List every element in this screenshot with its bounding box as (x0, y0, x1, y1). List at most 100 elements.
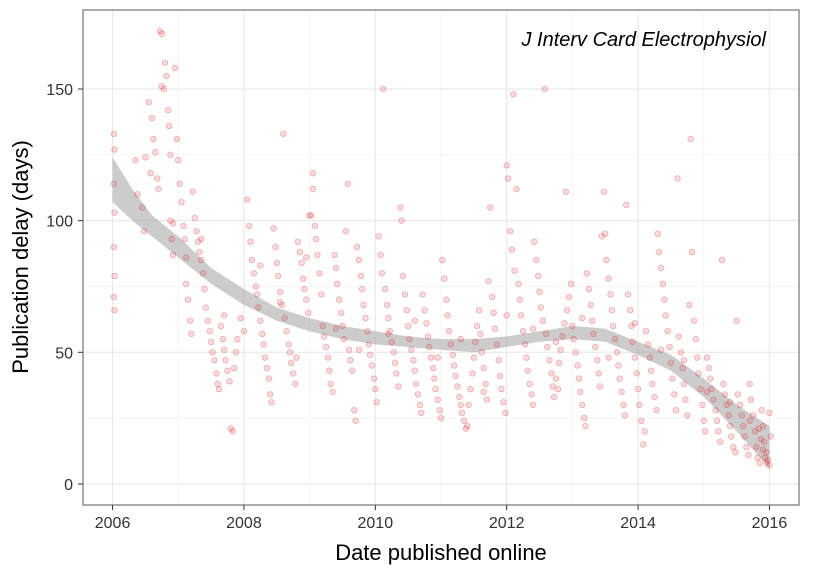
data-point (740, 423, 746, 429)
data-point (183, 255, 189, 261)
data-point (564, 307, 570, 313)
data-point (389, 339, 395, 345)
data-point (367, 352, 373, 358)
data-point (338, 310, 344, 316)
data-point (333, 326, 339, 332)
data-point (275, 273, 281, 279)
data-point (111, 294, 117, 300)
data-point (365, 328, 371, 334)
data-point (660, 281, 666, 287)
data-point (412, 318, 418, 324)
data-point (133, 157, 139, 163)
data-point (334, 281, 340, 287)
data-point (246, 223, 252, 229)
data-point (273, 244, 279, 250)
data-point (609, 307, 615, 313)
data-point (448, 342, 454, 348)
data-point (767, 410, 773, 416)
data-point (610, 323, 616, 329)
data-point (399, 218, 405, 224)
data-point (704, 389, 710, 395)
data-point (400, 273, 406, 279)
data-point (489, 294, 495, 300)
data-point (258, 318, 264, 324)
data-point (476, 307, 482, 313)
data-point (139, 205, 145, 211)
data-point (260, 331, 266, 337)
data-point (588, 302, 594, 308)
y-tick-label: 100 (46, 214, 73, 231)
data-point (111, 181, 117, 187)
data-point (714, 418, 720, 424)
data-point (522, 342, 528, 348)
data-point (162, 60, 168, 66)
data-point (354, 244, 360, 250)
data-point (321, 334, 327, 340)
data-point (518, 313, 524, 319)
data-point (632, 355, 638, 361)
data-point (547, 357, 553, 363)
data-point (509, 247, 515, 253)
data-point (392, 360, 398, 366)
data-point (413, 381, 419, 387)
data-point (478, 331, 484, 337)
data-point (553, 376, 559, 382)
data-point (764, 460, 770, 466)
data-point (261, 342, 267, 348)
data-point (391, 350, 397, 356)
data-point (346, 347, 352, 353)
data-point (549, 371, 555, 377)
data-point (170, 252, 176, 258)
data-point (386, 331, 392, 337)
data-point (297, 249, 303, 255)
data-point (758, 436, 764, 442)
data-point (183, 281, 189, 287)
data-point (358, 273, 364, 279)
data-point (680, 365, 686, 371)
data-point (438, 415, 444, 421)
data-point (537, 289, 543, 295)
data-point (681, 357, 687, 363)
data-point (266, 376, 272, 382)
data-point (166, 123, 172, 129)
data-point (189, 331, 195, 337)
data-point (310, 186, 316, 192)
data-point (731, 444, 737, 450)
data-point (739, 413, 745, 419)
data-point (445, 313, 451, 319)
data-point (426, 344, 432, 350)
data-point (164, 73, 170, 79)
data-point (177, 181, 183, 187)
data-point (642, 429, 648, 435)
data-point (440, 257, 446, 263)
data-point (601, 189, 607, 195)
data-point (669, 376, 675, 382)
data-point (504, 163, 510, 169)
data-point (525, 368, 531, 374)
data-point (376, 234, 382, 240)
data-point (706, 365, 712, 371)
data-point (356, 257, 362, 263)
data-point (111, 131, 117, 137)
data-point (648, 368, 654, 374)
data-point (323, 344, 329, 350)
data-point (332, 252, 338, 258)
data-point (486, 278, 492, 284)
data-point (579, 315, 585, 321)
y-tick-label: 50 (55, 345, 73, 362)
data-point (545, 344, 551, 350)
data-point (530, 326, 536, 332)
data-point (450, 352, 456, 358)
data-point (371, 376, 377, 382)
data-point (386, 315, 392, 321)
data-point (530, 402, 536, 408)
data-point (340, 323, 346, 329)
data-point (698, 386, 704, 392)
data-point (168, 152, 174, 158)
y-axis-ticks: 0 50 100 150 (46, 82, 83, 494)
data-point (310, 170, 316, 176)
data-point (748, 397, 754, 403)
data-point (112, 210, 118, 216)
data-point (198, 257, 204, 263)
data-point (581, 415, 587, 421)
